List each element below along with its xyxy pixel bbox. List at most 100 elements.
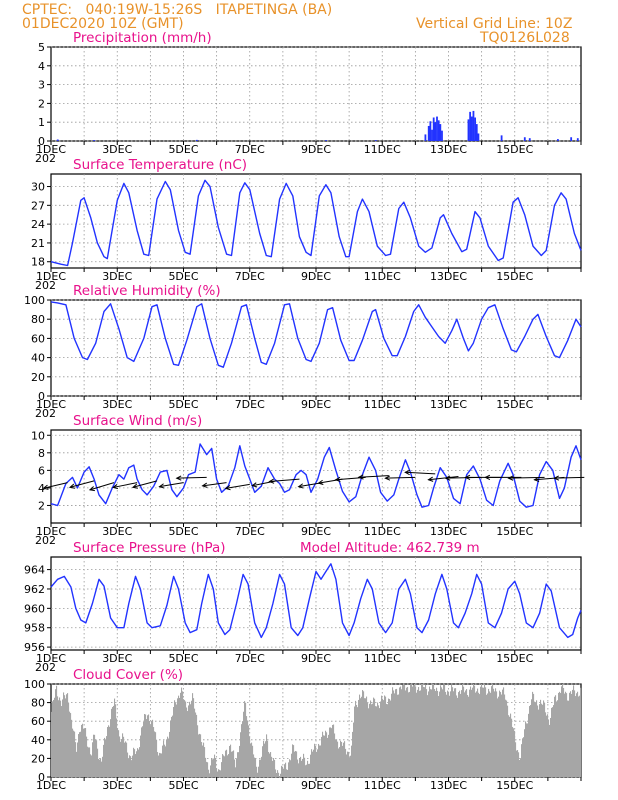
- pressure-year-stub: 202: [35, 661, 56, 674]
- cloud-cover-bar: [81, 724, 83, 777]
- cloud-cover-bar: [214, 754, 216, 777]
- cloud-cover-bar: [533, 693, 535, 777]
- precipitation-xtick-label: 9DEC: [301, 143, 331, 156]
- cloud-cover-bar: [408, 692, 410, 777]
- cloud-cover-bar: [516, 750, 518, 777]
- cloud-cover-bar: [118, 730, 120, 777]
- humidity-xtick-label: 5DEC: [168, 398, 198, 411]
- cloud-cover-bar: [385, 696, 387, 777]
- cloud-cover-bar: [399, 687, 401, 777]
- cloud-cover-bar: [346, 754, 348, 777]
- cloud-cover-bar: [353, 722, 355, 777]
- wind-xtick-label: 15DEC: [496, 525, 533, 538]
- wind-arrow-head: [68, 483, 76, 489]
- cloud-cover-bar: [234, 759, 236, 777]
- cloud-cover-bar: [53, 699, 55, 777]
- cloud-cover-bar: [162, 745, 164, 777]
- cloud-cover-bar: [570, 691, 572, 777]
- cloud-cover-bar: [548, 719, 550, 777]
- cloud-cover-bar: [201, 742, 203, 777]
- cloud-cover-bar: [415, 686, 417, 777]
- cloud-cover-bar: [357, 707, 359, 777]
- cloud-cover-bar: [336, 739, 338, 777]
- precipitation-xtick-label: 3DEC: [102, 143, 132, 156]
- cloud-cover-bar: [427, 695, 429, 777]
- cloud-cover-bar: [249, 736, 251, 777]
- cloud-cover-bar: [266, 734, 268, 777]
- cloud-cover-bar: [467, 695, 469, 777]
- cloud-cover-bar: [561, 686, 563, 777]
- cloud-cover-bar: [499, 690, 501, 777]
- cloud-cover-bar: [212, 759, 214, 777]
- cloud-cover-bar: [449, 695, 451, 777]
- cloud-cover-bar: [445, 691, 447, 777]
- cloud-cover-bar: [325, 730, 327, 777]
- cloud-cover-bar: [282, 766, 284, 777]
- cloud-cover-bar: [506, 700, 508, 777]
- cloud-cover-bar: [277, 770, 279, 777]
- cloud-cover-bar: [230, 744, 232, 777]
- temperature-ytick-label: 30: [31, 181, 45, 194]
- cloud-cover-bar: [419, 690, 421, 777]
- cloud-cover-bar: [517, 750, 519, 777]
- wind-arrow-head: [131, 483, 139, 489]
- precipitation-year-stub: 202: [35, 152, 56, 165]
- cloud-cover-bar: [342, 745, 344, 777]
- cloud-cover-bar: [532, 691, 534, 777]
- cloud-cover-bar: [180, 692, 182, 777]
- cloud-cover-bar: [307, 760, 309, 777]
- cloud-cover-bar: [260, 759, 262, 777]
- cloud-cover-bar: [364, 698, 366, 777]
- cloud-cover-bar: [395, 689, 397, 777]
- cloud-cover-bar: [459, 690, 461, 777]
- cloud-cover-bar: [52, 701, 54, 777]
- cloud-cover-xtick-label: 15DEC: [496, 779, 533, 792]
- cloud-cover-bar: [560, 693, 562, 777]
- humidity-xtick-label: 1DEC: [36, 398, 66, 411]
- precipitation-title: Precipitation (mm/h): [73, 30, 212, 46]
- cloud-cover-bar: [437, 690, 439, 777]
- cloud-cover-bar: [577, 691, 579, 777]
- precipitation-bar: [576, 138, 579, 141]
- cloud-cover-bar: [238, 752, 240, 777]
- cloud-cover-bar: [447, 690, 449, 777]
- cloud-cover-bar: [176, 704, 178, 777]
- cloud-cover-bar: [562, 684, 564, 777]
- cloud-cover-bar: [380, 701, 382, 777]
- cloud-cover-bar: [511, 718, 513, 777]
- cloud-cover-bar: [412, 686, 414, 777]
- cloud-cover-bar: [192, 693, 194, 777]
- cloud-cover-bar: [207, 762, 209, 777]
- cloud-cover-bar: [316, 751, 318, 777]
- cloud-cover-bar: [101, 761, 103, 777]
- cloud-cover-bar: [283, 768, 285, 777]
- cloud-cover-bar: [458, 692, 460, 777]
- precipitation-bar: [436, 116, 438, 141]
- cloud-cover-bar: [251, 742, 253, 777]
- cloud-cover-bar: [272, 760, 274, 777]
- cloud-cover-bar: [65, 698, 67, 777]
- cloud-cover-bar: [276, 772, 278, 777]
- cloud-cover-bar: [451, 684, 453, 777]
- cloud-cover-bar: [498, 696, 500, 777]
- cloud-cover-bar: [121, 739, 123, 777]
- cloud-cover-bar: [382, 698, 384, 777]
- precipitation-xtick-label: 1DEC: [36, 143, 66, 156]
- cloud-cover-bar: [418, 687, 420, 777]
- cloud-cover-bar: [431, 689, 433, 777]
- cloud-cover-bar: [407, 686, 409, 777]
- cloud-cover-bar: [347, 751, 349, 777]
- cloud-cover-bar: [197, 725, 199, 777]
- cloud-cover-bar: [392, 687, 394, 777]
- cloud-cover-bar: [208, 769, 210, 777]
- cloud-cover-xtick-label: 1DEC: [36, 779, 66, 792]
- cloud-cover-bar: [444, 684, 446, 777]
- cloud-cover-bar: [193, 698, 195, 777]
- cloud-cover-bar: [190, 704, 192, 777]
- cloud-cover-bar: [523, 737, 525, 777]
- cloud-cover-ytick-label: 80: [31, 697, 45, 710]
- cloud-cover-bar: [300, 756, 302, 777]
- cloud-cover-bar: [465, 690, 467, 777]
- cloud-cover-bar: [55, 689, 57, 777]
- cloud-cover-bar: [174, 700, 176, 777]
